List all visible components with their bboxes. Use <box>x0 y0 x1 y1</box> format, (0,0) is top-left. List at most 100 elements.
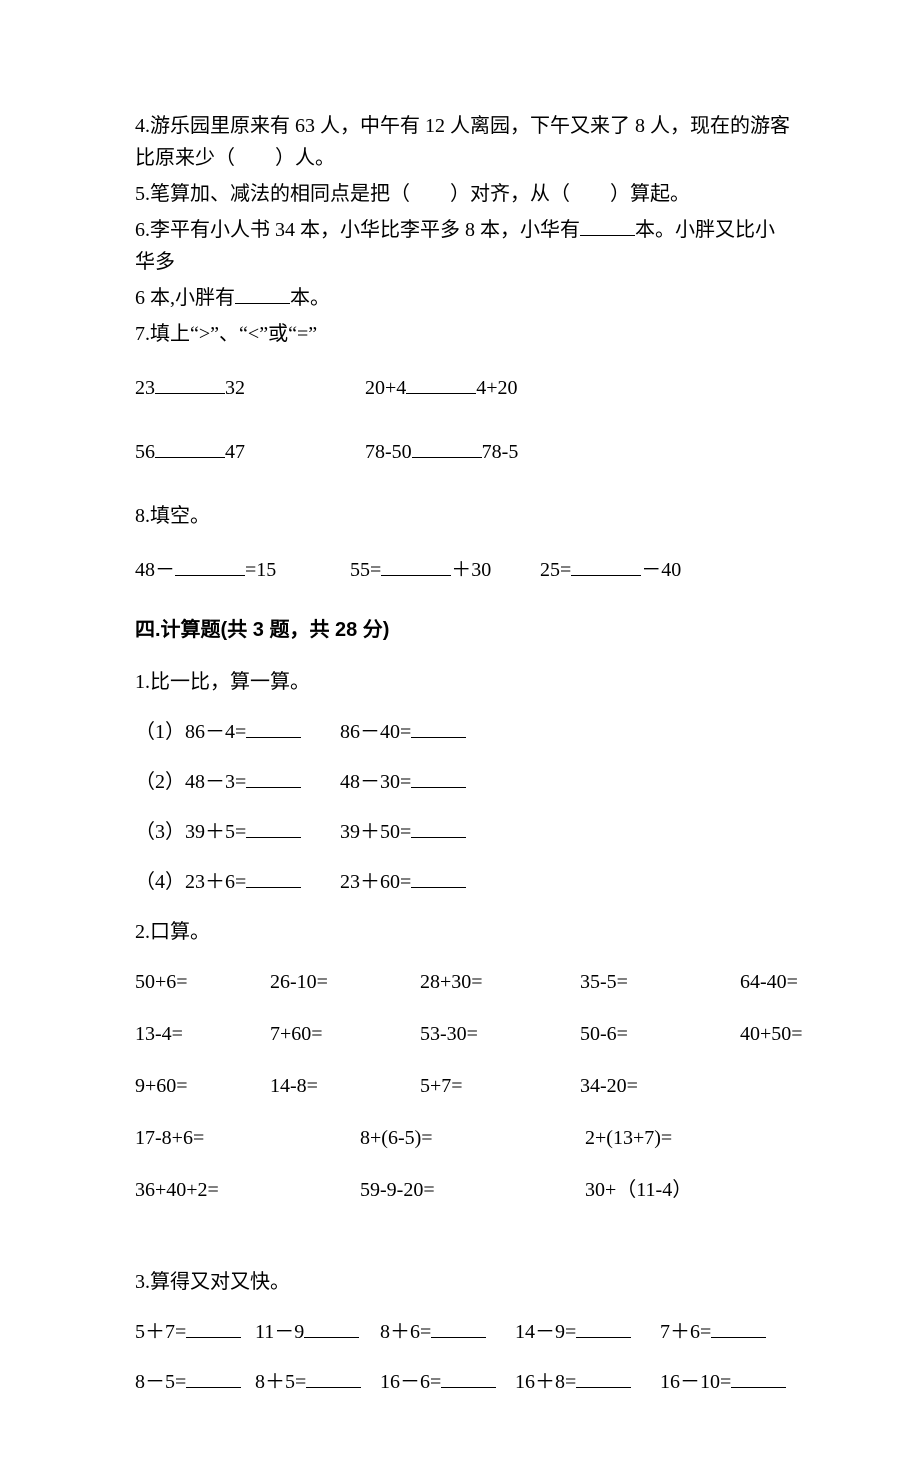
blank <box>246 717 301 738</box>
s4-q2-row: 13-4=7+60=53-30=50-6=40+50= <box>135 1018 790 1050</box>
blank <box>576 1317 631 1338</box>
s4-q1-cell: （4）23＋6= <box>135 866 340 898</box>
blank <box>155 437 225 458</box>
text: 55= <box>350 559 381 581</box>
s4-q1-cell: 23＋60= <box>340 866 466 898</box>
s4-q1-cell: 86－40= <box>340 716 466 748</box>
s4-q2-cell: 35-5= <box>580 966 740 998</box>
q7-cell: 23 32 <box>135 372 365 404</box>
text: 78-50 <box>365 441 412 463</box>
blank <box>431 1317 486 1338</box>
s4-q2-cell: 36+40+2= <box>135 1174 360 1206</box>
s4-q2-row: 17-8+6=8+(6-5)=2+(13+7)= <box>135 1122 790 1154</box>
section-4-header: 四.计算题(共 3 题，共 28 分) <box>135 614 790 646</box>
s4-q3-cell: 8－5= <box>135 1366 255 1398</box>
blank <box>155 373 225 394</box>
s4-q3-cell: 16－6= <box>380 1366 515 1398</box>
s4-q3-cell: 16＋8= <box>515 1366 660 1398</box>
s4-q2-cell: 9+60= <box>135 1070 270 1102</box>
s4-q2-container: 50+6=26-10=28+30=35-5=64-40= 13-4=7+60=53… <box>135 966 790 1206</box>
s4-q1-cell: 39＋50= <box>340 816 466 848</box>
s4-q2-cell: 5+7= <box>420 1070 580 1102</box>
blank <box>246 817 301 838</box>
text: 8＋5= <box>255 1371 306 1393</box>
question-6-line2: 6 本,小胖有 本。 <box>135 282 790 314</box>
text: 16－10= <box>660 1371 731 1393</box>
blank <box>246 767 301 788</box>
text: 14－9= <box>515 1321 576 1343</box>
s4-q2-cell: 64-40= <box>740 966 850 998</box>
blank <box>406 373 476 394</box>
s4-q2-row: 50+6=26-10=28+30=35-5=64-40= <box>135 966 790 998</box>
s4-q2-cell: 34-20= <box>580 1070 740 1102</box>
s4-q3-cell: 14－9= <box>515 1316 660 1348</box>
text: =15 <box>245 559 276 581</box>
s4-q1-row: （4）23＋6=23＋60= <box>135 866 790 898</box>
s4-q1-cell: （3）39＋5= <box>135 816 340 848</box>
s4-q1-row: （2）48－3=48－30= <box>135 766 790 798</box>
s4-q2-cell: 14-8= <box>270 1070 420 1102</box>
question-7-title: 7.填上“>”、“<”或“=” <box>135 318 790 350</box>
blank <box>381 555 451 576</box>
s4-q2-cell: 26-10= <box>270 966 420 998</box>
q8-cell: 55= ＋30 <box>350 554 535 586</box>
s4-q2-cell: 17-8+6= <box>135 1122 360 1154</box>
s4-q3-row: 5＋7=11－98＋6=14－9=7＋6= <box>135 1316 790 1348</box>
question-4: 4.游乐园里原来有 63 人，中午有 12 人离园，下午又来了 8 人，现在的游… <box>135 110 790 174</box>
s4-q2-cell: 59-9-20= <box>360 1174 585 1206</box>
blank <box>411 867 466 888</box>
text: 78-5 <box>482 441 519 463</box>
s4-q2-cell <box>740 1070 850 1102</box>
s4-q2-cell: 50+6= <box>135 966 270 998</box>
text: 56 <box>135 441 155 463</box>
s4-q2-title: 2.口算。 <box>135 916 790 948</box>
text: 16＋8= <box>515 1371 576 1393</box>
q7-cell: 78-50 78-5 <box>365 436 518 468</box>
s4-q3-cell: 11－9 <box>255 1316 380 1348</box>
document-page: 4.游乐园里原来有 63 人，中午有 12 人离园，下午又来了 8 人，现在的游… <box>0 0 920 1476</box>
blank <box>576 1367 631 1388</box>
blank <box>304 1317 359 1338</box>
blank <box>571 555 641 576</box>
blank <box>412 437 482 458</box>
q6-part-c: 6 本,小胖有 <box>135 287 235 309</box>
blank <box>235 283 290 304</box>
s4-q1-row: （3）39＋5=39＋50= <box>135 816 790 848</box>
s4-q3-cell: 16－10= <box>660 1366 790 1398</box>
q7-cell: 5647 <box>135 436 365 468</box>
s4-q2-cell: 7+60= <box>270 1018 420 1050</box>
text: 8－5= <box>135 1371 186 1393</box>
s4-q3-title: 3.算得又对又快。 <box>135 1266 790 1298</box>
blank <box>411 767 466 788</box>
s4-q1-row: （1）86－4=86－40= <box>135 716 790 748</box>
s4-q2-cell: 8+(6-5)= <box>360 1122 585 1154</box>
s4-q1-cell: （2）48－3= <box>135 766 340 798</box>
text: 48－ <box>135 559 175 581</box>
text: 4+20 <box>476 377 517 399</box>
text: 23 <box>135 377 155 399</box>
s4-q2-cell: 30+（11-4） <box>585 1174 805 1206</box>
s4-q2-cell: 13-4= <box>135 1018 270 1050</box>
blank <box>411 717 466 738</box>
blank <box>711 1317 766 1338</box>
blank <box>441 1367 496 1388</box>
q6-part-d: 本。 <box>290 287 330 309</box>
s4-q1-cell: 48－30= <box>340 766 466 798</box>
blank <box>731 1367 786 1388</box>
text: 32 <box>225 377 245 399</box>
question-6-line1: 6.李平有小人书 34 本，小华比李平多 8 本，小华有本。小胖又比小华多 <box>135 214 790 278</box>
s4-q2-row: 9+60=14-8=5+7=34-20= <box>135 1070 790 1102</box>
s4-q3-row: 8－5= 8＋5= 16－6=16＋8= 16－10= <box>135 1366 790 1398</box>
blank <box>186 1367 241 1388</box>
s4-q3-cell: 7＋6= <box>660 1316 790 1348</box>
blank <box>186 1317 241 1338</box>
s4-q3-cell: 5＋7= <box>135 1316 255 1348</box>
blank <box>175 555 245 576</box>
s4-q3-cell: 8＋5= <box>255 1366 380 1398</box>
blank <box>246 867 301 888</box>
text: ＋30 <box>451 559 491 581</box>
text: －40 <box>641 559 681 581</box>
blank <box>411 817 466 838</box>
s4-q2-cell: 50-6= <box>580 1018 740 1050</box>
q8-cell: 25=－40 <box>535 554 681 586</box>
